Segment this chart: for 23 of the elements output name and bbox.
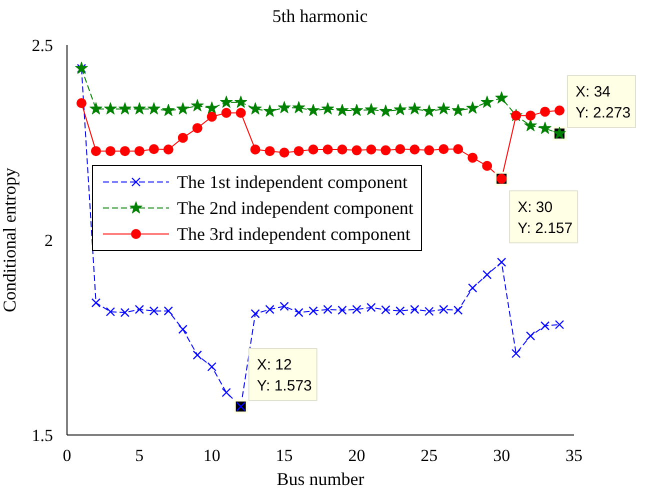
x-tick-label: 0: [62, 446, 72, 466]
y-tick-label: 2: [44, 231, 53, 250]
y-axis-title: Conditional entropy: [0, 168, 20, 312]
data-tip-box: X: 34 Y: 2.273: [567, 75, 636, 128]
annotation: X: 30 Y: 2.157: [518, 198, 573, 237]
x-tick-label: 35: [566, 446, 582, 466]
x-tick-label: 30: [493, 446, 510, 466]
x-axis-title: Bus number: [276, 469, 364, 489]
annotation: X: 34 Y: 2.273: [576, 84, 631, 122]
y-tick-label: 2.5: [32, 36, 53, 56]
chart-title: 5th harmonic: [272, 6, 368, 26]
x-tick-label: 10: [203, 446, 220, 466]
data-tip-box: X: 30 Y: 2.157: [509, 190, 578, 244]
legend-label: The 3rd independent component: [177, 224, 410, 244]
y-tick-label: 1.5: [32, 426, 53, 446]
annotation: X: 12 Y: 1.573: [256, 356, 312, 395]
x-tick-label: 15: [276, 446, 293, 466]
data-tip-box: X: 12 Y: 1.573: [248, 348, 318, 402]
x-tick-label: 25: [420, 446, 438, 466]
legend-label: The 1st independent component: [177, 172, 408, 192]
legend-label: The 2nd independent component: [177, 198, 414, 218]
x-tick-label: 5: [135, 446, 144, 466]
x-tick-label: 20: [348, 446, 366, 466]
